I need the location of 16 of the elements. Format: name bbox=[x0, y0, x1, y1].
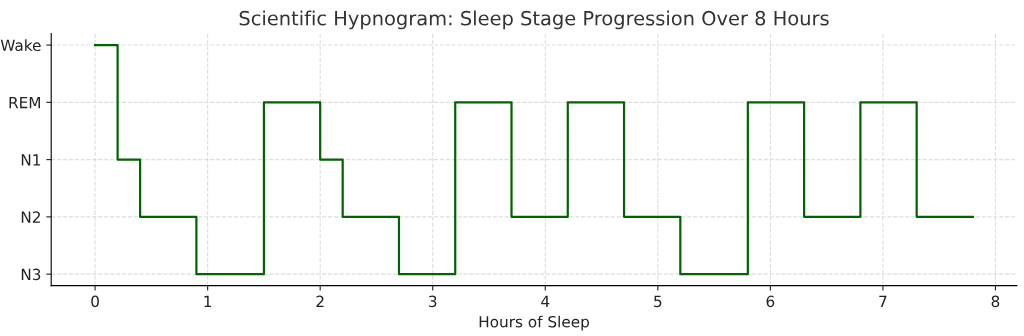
x-tick-label: 7 bbox=[879, 295, 887, 307]
category-label: N1 bbox=[21, 154, 41, 166]
x-tick-label: 6 bbox=[766, 295, 775, 308]
x-axis-title: Hours of Sleep bbox=[479, 315, 589, 331]
x-tick-label: 1 bbox=[204, 295, 212, 307]
x-tick-label: 3 bbox=[429, 295, 437, 308]
category-label: N3 bbox=[21, 268, 41, 281]
x-tick-label: 8 bbox=[991, 295, 1000, 308]
x-tick-label: 5 bbox=[654, 295, 662, 308]
category-label: REM bbox=[9, 96, 40, 109]
category-label: N2 bbox=[21, 211, 40, 223]
category-label: Wake bbox=[0, 39, 41, 52]
x-tick-label: 2 bbox=[316, 295, 324, 307]
x-tick-label: 0 bbox=[91, 295, 99, 308]
x-tick-label: 4 bbox=[541, 295, 550, 307]
chart-title: Scientific Hypnogram: Sleep Stage Progression Over 8 Hours bbox=[239, 10, 829, 30]
